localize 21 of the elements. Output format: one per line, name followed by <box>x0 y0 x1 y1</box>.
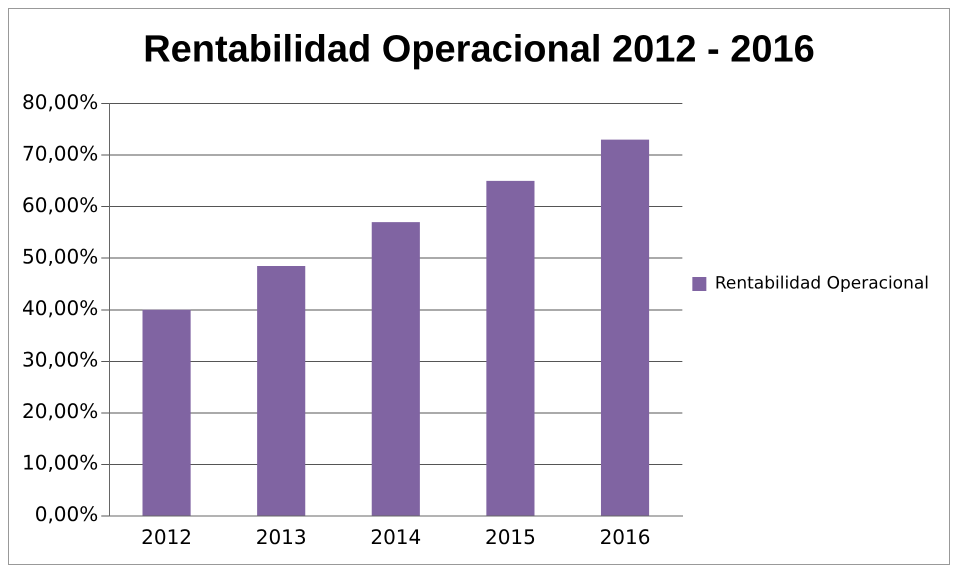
y-tick-label: 30,00% <box>22 348 98 372</box>
bar <box>600 140 650 516</box>
y-tick-label: 10,00% <box>22 450 98 475</box>
bar <box>142 310 191 516</box>
bar <box>372 222 420 516</box>
y-tick-label: 70,00% <box>22 141 98 166</box>
y-tick-label: 20,00% <box>22 399 98 424</box>
bar <box>486 180 534 516</box>
y-tick-label: 0,00% <box>34 502 98 526</box>
x-tick-label: 2013 <box>256 525 307 550</box>
y-tick-label: 50,00% <box>22 244 98 268</box>
y-tick-label: 40,00% <box>22 296 98 320</box>
y-tick-label: 80,00% <box>22 90 98 114</box>
x-tick-label: 2015 <box>484 525 536 550</box>
legend-label: Rentabilidad Operacional <box>714 273 930 294</box>
x-tick-label: 2014 <box>370 525 422 550</box>
x-tick-label: 2012 <box>141 525 192 550</box>
y-tick-label: 60,00% <box>22 192 98 217</box>
bar <box>257 266 306 516</box>
chart-title: Rentabilidad Operacional 2012 - 2016 <box>143 28 815 70</box>
x-tick-label: 2016 <box>600 525 650 550</box>
